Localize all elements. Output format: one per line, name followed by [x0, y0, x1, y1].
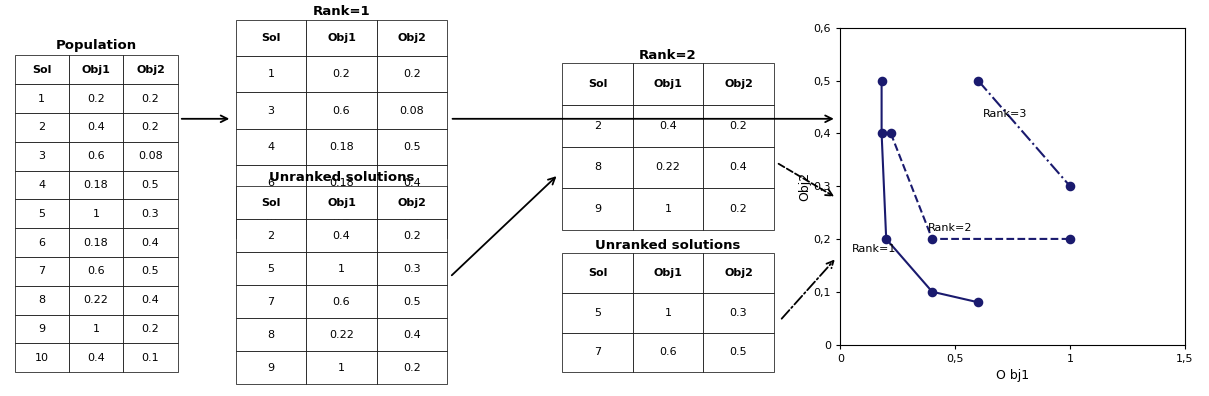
- Text: Rank=1: Rank=1: [313, 5, 370, 17]
- Point: [881, 130, 901, 137]
- Point: [968, 299, 988, 305]
- Text: Rank=2: Rank=2: [640, 49, 696, 62]
- Text: Population: Population: [56, 39, 137, 52]
- Point: [968, 77, 988, 84]
- Point: [1060, 183, 1080, 189]
- Text: Rank=3: Rank=3: [983, 109, 1028, 120]
- Point: [872, 130, 891, 137]
- Point: [877, 236, 896, 242]
- Point: [922, 289, 942, 295]
- Text: Rank=1: Rank=1: [851, 244, 896, 254]
- Y-axis label: Obj2: Obj2: [798, 171, 811, 201]
- Point: [922, 236, 942, 242]
- Text: Rank=2: Rank=2: [927, 223, 972, 233]
- Text: Unranked solutions: Unranked solutions: [268, 171, 415, 184]
- X-axis label: O bj1: O bj1: [996, 369, 1029, 382]
- Point: [872, 77, 891, 84]
- Point: [1060, 236, 1080, 242]
- Text: Unranked solutions: Unranked solutions: [595, 239, 741, 252]
